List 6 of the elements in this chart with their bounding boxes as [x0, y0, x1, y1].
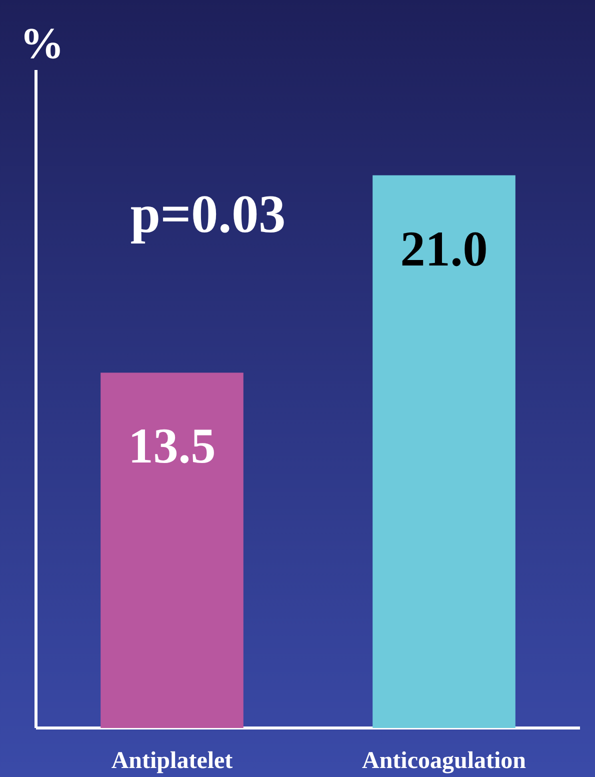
y-axis-title: %	[20, 19, 64, 68]
annotation: p=0.03	[130, 184, 286, 244]
x-tick-label: Anticoagulation	[362, 748, 526, 774]
x-tick-label: Antiplatelet	[111, 748, 233, 774]
data-label: 21.0	[400, 220, 488, 276]
data-label: 13.5	[128, 418, 216, 474]
